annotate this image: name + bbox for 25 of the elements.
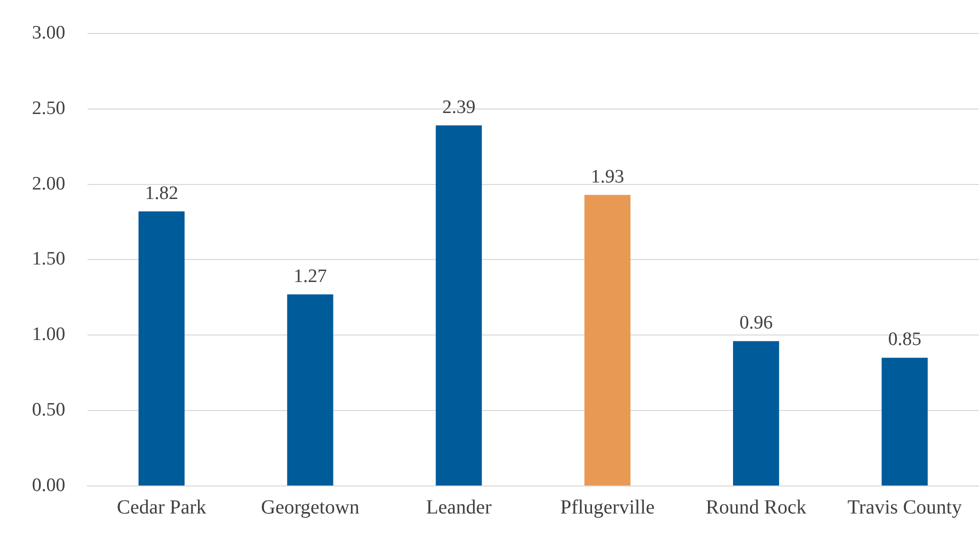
y-tick-label: 0.00 (32, 474, 66, 496)
x-tick-label: Travis County (848, 496, 962, 518)
y-tick-label: 0.50 (32, 400, 66, 421)
bar (436, 125, 482, 486)
x-tick-label: Pflugerville (560, 496, 655, 518)
bar (584, 194, 630, 486)
data-label: 0.85 (888, 329, 922, 350)
y-tick-label: 2.00 (32, 173, 66, 194)
y-tick-label: 1.00 (32, 324, 66, 346)
bar (138, 211, 185, 486)
data-label: 0.96 (739, 312, 773, 334)
x-tick-label: Georgetown (260, 496, 360, 518)
y-tick-label: 2.50 (32, 98, 66, 119)
x-tick-label: Leander (426, 496, 492, 518)
data-label: 1.93 (590, 166, 624, 188)
data-label: 1.82 (144, 182, 178, 204)
data-label: 2.39 (442, 96, 476, 118)
bar (287, 294, 334, 486)
y-tick-label: 1.50 (32, 248, 66, 270)
y-tick-label: 3.00 (32, 22, 66, 44)
data-label: 1.27 (294, 266, 327, 287)
bar (882, 358, 928, 486)
bar (733, 341, 780, 486)
x-tick-label: Cedar Park (116, 496, 206, 518)
x-tick-label: Round Rock (706, 496, 806, 518)
